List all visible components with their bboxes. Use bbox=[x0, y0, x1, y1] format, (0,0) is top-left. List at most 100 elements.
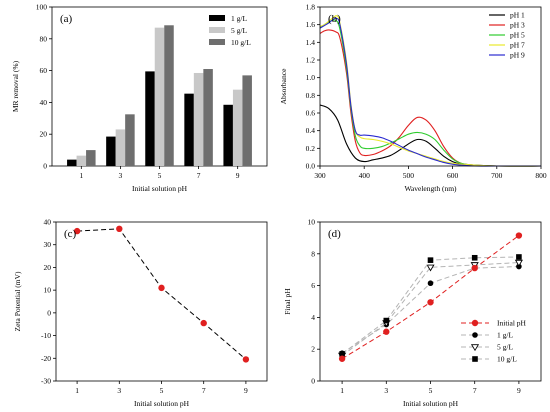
data-point bbox=[472, 356, 478, 362]
legend-label: pH 9 bbox=[510, 51, 525, 60]
panel-b: 0.0 0.2 0.4 0.6 0.8 1.0 1.2 1.4 1.6 1.8 300 400 500 6… bbox=[279, 3, 547, 194]
legend-label: 1 g/L bbox=[497, 331, 513, 340]
y-axis-label: Zeta Potential (mV) bbox=[13, 271, 22, 331]
panel-c: -30 -20 -10 0 10 20 30 40 1 3 5 7 9 Initial solution … bbox=[13, 218, 268, 408]
y-tick-label: 40 bbox=[40, 98, 48, 107]
data-point bbox=[427, 257, 434, 263]
data-point bbox=[427, 299, 434, 306]
y-axis-label: Absorbance bbox=[279, 68, 288, 104]
data-point bbox=[383, 317, 390, 324]
y-tick-label: 0.4 bbox=[306, 126, 316, 135]
x-tick-label: 7 bbox=[202, 386, 206, 395]
bar bbox=[125, 114, 135, 166]
x-tick-label: 3 bbox=[119, 171, 123, 180]
y-tick-label: 4 bbox=[311, 313, 315, 322]
y-tick-label: 0.2 bbox=[306, 144, 316, 153]
y-tick-label: -10 bbox=[41, 331, 51, 340]
series-line bbox=[341, 262, 519, 356]
bar bbox=[86, 150, 96, 166]
x-tick-label: 500 bbox=[403, 171, 415, 180]
x-tick-label: 7 bbox=[473, 386, 477, 395]
data-point bbox=[73, 227, 81, 235]
y-tick-label: 10 bbox=[44, 286, 52, 295]
y-tick-label: 8 bbox=[311, 249, 315, 258]
y-axis-label: Final pH bbox=[283, 288, 292, 315]
x-tick-label: 300 bbox=[314, 171, 326, 180]
data-point bbox=[514, 259, 523, 267]
data-point bbox=[471, 319, 479, 327]
y-axis-label: MR removal (%) bbox=[11, 60, 20, 112]
x-tick-label: 5 bbox=[158, 171, 162, 180]
bar bbox=[223, 104, 233, 166]
data-point bbox=[242, 356, 250, 363]
legend-label: 5 g/L bbox=[231, 26, 247, 35]
bar bbox=[115, 129, 126, 166]
series-line bbox=[341, 266, 519, 354]
data-point bbox=[427, 280, 434, 287]
data-point bbox=[470, 344, 480, 352]
x-tick-label: 7 bbox=[197, 171, 201, 180]
y-tick-label: -20 bbox=[41, 354, 51, 363]
legend-label: pH 7 bbox=[510, 41, 525, 50]
y-tick-label: 1.0 bbox=[306, 73, 316, 82]
x-tick-label: 5 bbox=[160, 386, 164, 395]
x-tick-label: 5 bbox=[429, 386, 433, 395]
legend-label: pH 3 bbox=[510, 21, 525, 30]
plot-frame bbox=[55, 221, 268, 382]
bar bbox=[145, 71, 155, 166]
bar bbox=[67, 159, 77, 166]
data-point bbox=[426, 264, 435, 272]
bar bbox=[76, 155, 87, 166]
legend-label: 10 g/L bbox=[231, 38, 251, 47]
panel-label: (c) bbox=[64, 228, 77, 240]
y-tick-label: 1.8 bbox=[306, 3, 316, 12]
legend-swatch bbox=[209, 15, 225, 21]
y-tick-label: 100 bbox=[36, 3, 48, 12]
data-point bbox=[338, 355, 346, 362]
y-tick-label: 2 bbox=[311, 345, 315, 354]
legend-swatch bbox=[209, 27, 225, 33]
bar bbox=[232, 89, 243, 166]
series-line bbox=[319, 15, 542, 167]
y-tick-label: 0.8 bbox=[306, 91, 316, 100]
legend-label: pH 1 bbox=[510, 11, 525, 20]
data-point bbox=[471, 254, 478, 261]
bar bbox=[242, 75, 252, 166]
series-line bbox=[319, 19, 542, 167]
x-axis-label: Initial solution pH bbox=[132, 184, 188, 193]
y-tick-label: 1.4 bbox=[306, 38, 316, 47]
series-line bbox=[319, 104, 542, 167]
y-tick-label: 10 bbox=[308, 218, 316, 227]
x-axis-label: Wavelength (nm) bbox=[404, 184, 457, 193]
legend-label: Initial pH bbox=[497, 319, 527, 328]
y-tick-label: 80 bbox=[40, 34, 48, 43]
legend-label: 10 g/L bbox=[497, 355, 517, 364]
y-tick-label: 1.6 bbox=[306, 20, 316, 29]
bar bbox=[154, 27, 165, 167]
x-tick-label: 9 bbox=[517, 386, 521, 395]
y-tick-label: 20 bbox=[40, 130, 48, 139]
x-tick-label: 3 bbox=[384, 386, 388, 395]
data-point bbox=[116, 225, 123, 233]
panel-d: 0 2 4 6 8 10 1 3 5 7 9 Initial pH 1 g/L 5 g/L 10 g/L In… bbox=[283, 218, 542, 408]
data-point bbox=[516, 254, 522, 260]
y-tick-label: 40 bbox=[44, 218, 52, 227]
x-tick-label: 800 bbox=[535, 171, 547, 180]
bar bbox=[184, 93, 194, 166]
data-point bbox=[158, 284, 165, 292]
y-tick-label: 0 bbox=[47, 308, 51, 317]
x-tick-label: 9 bbox=[244, 386, 248, 395]
data-point bbox=[200, 319, 207, 327]
x-tick-label: 1 bbox=[79, 171, 83, 180]
bar bbox=[106, 136, 116, 166]
x-tick-label: 3 bbox=[117, 386, 121, 395]
x-tick-label: 700 bbox=[491, 171, 503, 180]
legend-swatch bbox=[209, 39, 225, 45]
data-point bbox=[383, 328, 390, 335]
y-tick-label: 6 bbox=[311, 281, 315, 290]
x-tick-label: 400 bbox=[359, 171, 371, 180]
bar bbox=[193, 72, 204, 166]
y-tick-label: 1.2 bbox=[306, 56, 316, 65]
series-line bbox=[341, 235, 520, 360]
